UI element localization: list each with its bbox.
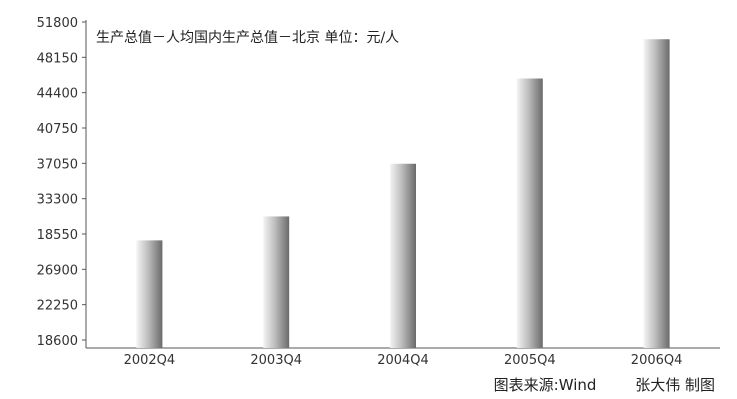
y-tick-label: 40750 xyxy=(37,122,78,137)
y-axis-ticks: 51800 48150 44400 40750 37050 33300 18550 26900… xyxy=(37,16,86,349)
y-tick-label: 37050 xyxy=(37,157,78,172)
y-tick-label: 18550 xyxy=(37,228,78,243)
y-tick-label: 18600 xyxy=(37,334,78,349)
x-category-label: 2003Q4 xyxy=(250,353,302,368)
bar-2005Q4 xyxy=(516,78,543,348)
bar-2006Q4 xyxy=(643,39,670,348)
y-tick-label: 26900 xyxy=(37,263,78,278)
x-axis-categories: 2002Q4 2003Q4 2004Q4 2005Q4 2006Q4 xyxy=(124,353,683,368)
y-tick-label: 33300 xyxy=(37,193,78,208)
source-text: 图表来源:Wind xyxy=(493,376,597,394)
y-tick-label: 44400 xyxy=(37,87,78,102)
bar-2002Q4 xyxy=(136,240,163,348)
credit-text: 张大伟 制图 xyxy=(635,376,715,394)
bar-2004Q4 xyxy=(390,163,416,348)
bars xyxy=(136,39,670,348)
y-tick-label: 51800 xyxy=(37,16,78,31)
chart-title: 生产总值－人均国内生产总值－北京 单位：元/人 xyxy=(96,30,399,46)
bar-2003Q4 xyxy=(263,216,290,348)
x-category-label: 2005Q4 xyxy=(504,353,556,368)
x-category-label: 2004Q4 xyxy=(377,353,429,368)
chart-footer: 图表来源:Wind 张大伟 制图 xyxy=(494,374,715,395)
x-category-label: 2006Q4 xyxy=(631,353,683,368)
y-tick-label: 22250 xyxy=(37,299,78,314)
bar-chart: 51800 48150 44400 40750 37050 33300 18550 26900… xyxy=(37,16,720,368)
y-tick-label: 48150 xyxy=(37,51,78,66)
x-category-label: 2002Q4 xyxy=(124,353,176,368)
